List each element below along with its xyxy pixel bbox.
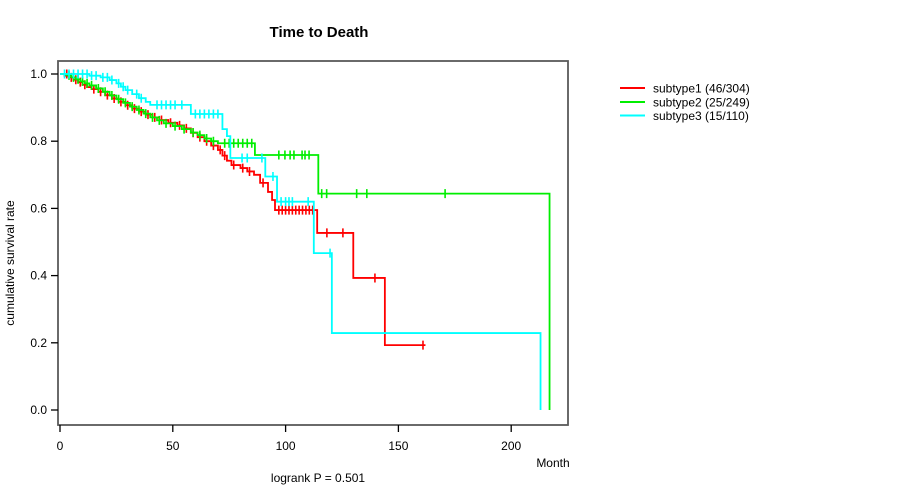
km-curve-subtype2 — [60, 73, 551, 410]
x-tick-label: 50 — [166, 439, 180, 453]
x-tick-label: 150 — [388, 439, 408, 453]
chart-title: Time to Death — [270, 24, 369, 41]
x-axis: 0 50 100 150 200 — [57, 425, 522, 453]
y-tick-label: 0.8 — [30, 134, 47, 148]
y-tick-label: 0.4 — [30, 269, 47, 283]
y-tick-label: 1.0 — [30, 67, 47, 81]
y-tick-label: 0.6 — [30, 201, 47, 215]
km-curve-subtype3 — [60, 73, 542, 410]
x-axis-label: Month — [536, 456, 569, 470]
y-axis: 0.0 0.2 0.4 0.6 0.8 1.0 — [30, 67, 58, 417]
x-tick-label: 200 — [501, 439, 521, 453]
x-tick-label: 100 — [276, 439, 296, 453]
x-tick-label: 0 — [57, 439, 64, 453]
censor-ticks-subtype3 — [63, 69, 331, 258]
plot-box-border — [57, 60, 569, 426]
km-curve-subtype1 — [60, 73, 426, 347]
y-tick-label: 0.0 — [30, 403, 47, 417]
legend: subtype1 (46/304)subtype2 (25/249)subtyp… — [620, 82, 750, 123]
censor-ticks-subtype1 — [65, 69, 424, 350]
y-tick-label: 0.2 — [30, 336, 47, 350]
legend-label-subtype1: subtype1 (46/304) — [653, 82, 750, 96]
legend-label-subtype2: subtype2 (25/249) — [653, 96, 750, 110]
logrank-annotation: logrank P = 0.501 — [271, 471, 366, 485]
survival-curves-layer — [60, 69, 551, 410]
legend-label-subtype3: subtype3 (15/110) — [653, 109, 749, 123]
y-axis-label: cumulative survival rate — [3, 200, 17, 326]
